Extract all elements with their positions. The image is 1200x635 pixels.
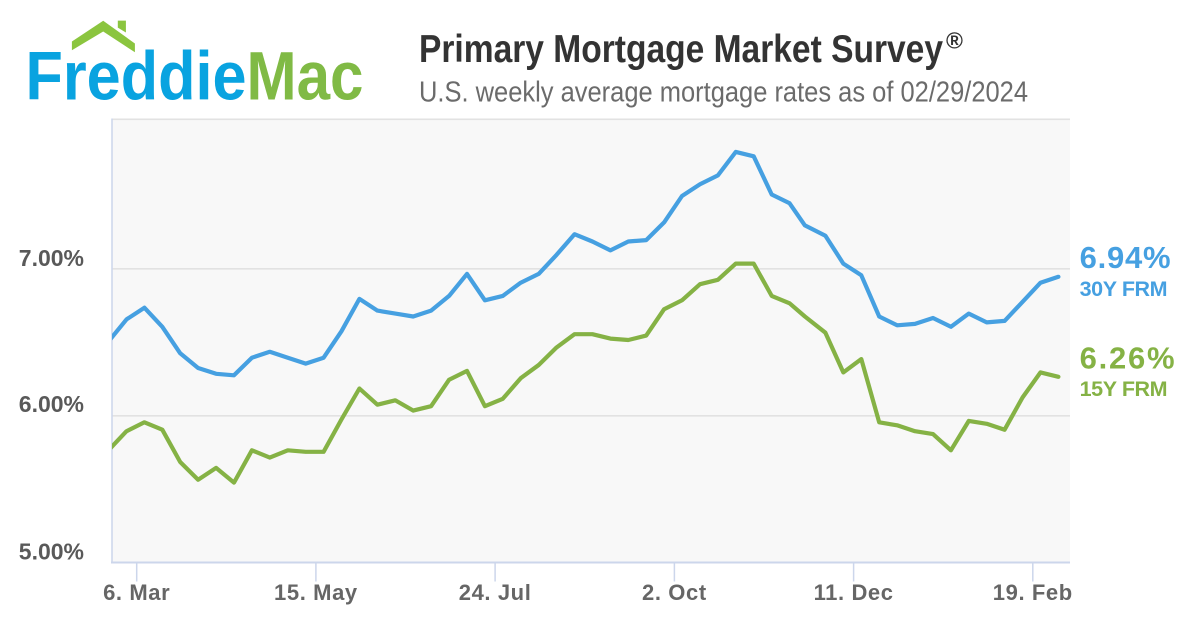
svg-text:19. Feb: 19. Feb: [993, 580, 1073, 605]
svg-text:6.26%: 6.26%: [1080, 341, 1175, 376]
svg-text:Mac: Mac: [247, 37, 364, 114]
svg-text:30Y FRM: 30Y FRM: [1080, 277, 1168, 301]
svg-text:15. May: 15. May: [274, 580, 358, 605]
svg-text:2. Oct: 2. Oct: [642, 580, 707, 605]
svg-text:11. Dec: 11. Dec: [814, 580, 894, 605]
svg-text:7.00%: 7.00%: [19, 245, 84, 271]
svg-text:24. Jul: 24. Jul: [459, 580, 532, 605]
svg-text:Freddie: Freddie: [26, 37, 247, 114]
svg-text:6.94%: 6.94%: [1080, 240, 1171, 275]
svg-text:6. Mar: 6. Mar: [103, 580, 170, 605]
svg-text:®: ®: [946, 28, 963, 54]
svg-text:15Y FRM: 15Y FRM: [1080, 377, 1168, 401]
svg-text:6.00%: 6.00%: [19, 391, 84, 417]
svg-text:5.00%: 5.00%: [19, 539, 84, 565]
svg-text:Primary Mortgage Market Survey: Primary Mortgage Market Survey: [419, 28, 943, 71]
svg-text:U.S. weekly average mortgage r: U.S. weekly average mortgage rates as of…: [419, 77, 1028, 109]
